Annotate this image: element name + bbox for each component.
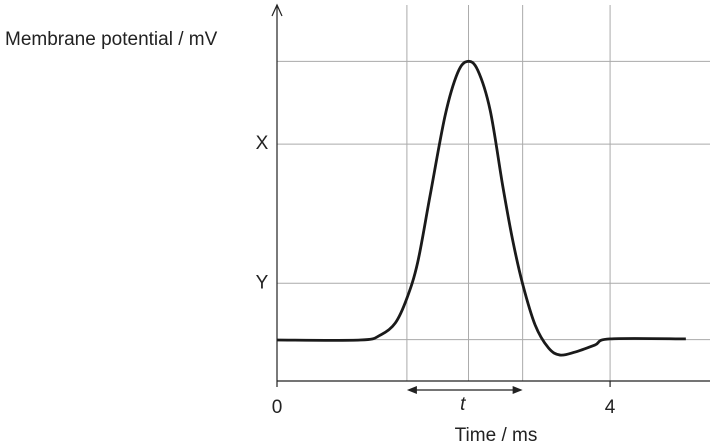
x-tick-label: 4	[605, 397, 616, 418]
y-axis-title: Membrane potential / mV	[5, 29, 218, 50]
y-axis-arrow	[271, 3, 283, 17]
y-tick-label: X	[256, 133, 269, 154]
line	[276, 59, 686, 357]
y-tick-label: Y	[256, 272, 269, 293]
annotation-label: t	[460, 394, 466, 415]
x-axis-title: Time / ms	[455, 425, 538, 446]
x-tick-label: 0	[272, 397, 283, 418]
